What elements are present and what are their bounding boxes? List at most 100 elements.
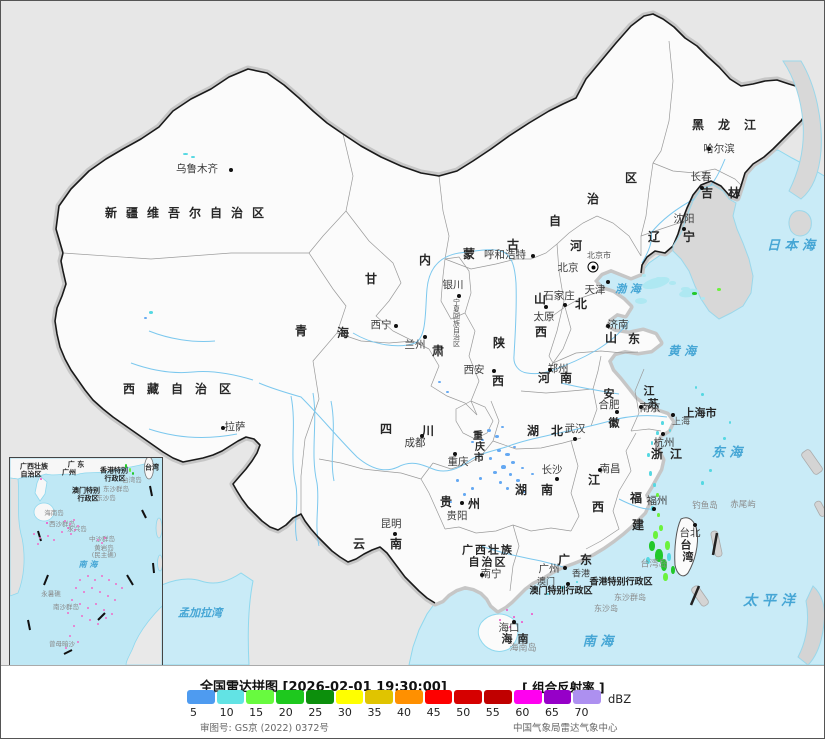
city-label: 兰州 xyxy=(404,338,426,351)
radar-echo xyxy=(669,429,671,432)
island-dot xyxy=(101,542,103,544)
city-label: 澳门 xyxy=(536,577,556,588)
map-label: 海 xyxy=(336,326,350,340)
sea-label: 南 海 xyxy=(78,560,98,569)
map-label: 新疆维吾尔自治区 xyxy=(104,206,274,220)
colorbar-segment xyxy=(216,690,245,704)
radar-echo xyxy=(546,593,549,595)
radar-echo xyxy=(489,457,492,460)
colorbar-tick: 30 xyxy=(337,706,352,719)
map-label: 东沙群岛 xyxy=(103,484,129,493)
map-label: 市 xyxy=(474,453,484,464)
island-dot xyxy=(69,635,71,637)
map-label: 上海 xyxy=(671,417,691,428)
map-label: 西 xyxy=(534,325,548,339)
city-marker xyxy=(671,413,675,417)
radar-echo xyxy=(647,453,650,457)
map-label: 南 xyxy=(540,483,554,497)
map-label: 建 xyxy=(631,518,645,532)
radar-echo xyxy=(531,613,533,615)
radar-echo xyxy=(653,483,656,487)
city-marker xyxy=(480,573,484,577)
japan-arc xyxy=(782,60,822,200)
island-dot xyxy=(77,525,79,527)
map-label: 区 xyxy=(624,171,638,185)
china-radar-map: 黑龙江吉林辽宁内蒙古自治区新疆维吾尔自治区 西藏自治区青海甘肃宁夏回族自治区陕西山… xyxy=(1,1,824,665)
radar-echo xyxy=(576,581,578,583)
map-label: 福 xyxy=(629,491,643,505)
city-marker xyxy=(573,437,577,441)
city-label: 哈尔滨 xyxy=(703,142,735,155)
radar-echo xyxy=(511,461,515,464)
dbz-colorbar xyxy=(187,690,602,704)
radar-echo xyxy=(531,473,534,475)
island-dot xyxy=(65,647,67,649)
island-dot xyxy=(71,599,73,601)
radar-echo-layer xyxy=(1,1,824,665)
colorbar-segment xyxy=(335,690,364,704)
city-marker xyxy=(512,620,516,624)
radar-echo xyxy=(191,156,195,158)
radar-echo xyxy=(523,491,526,493)
hainan-island xyxy=(477,613,519,652)
colorbar-tick: 5 xyxy=(190,706,197,719)
colorbar-tick: 45 xyxy=(426,706,441,719)
radar-echo xyxy=(509,626,511,628)
city-label: 合肥 xyxy=(598,398,620,411)
luzon xyxy=(797,585,824,665)
island-dot xyxy=(83,591,85,593)
city-label: 长春 xyxy=(690,170,712,183)
city-marker xyxy=(598,468,602,472)
map-label: 永兴岛 xyxy=(67,524,87,533)
map-label: 黑龙江 xyxy=(691,118,771,132)
map-label: 澳门特别 xyxy=(72,486,100,495)
inset-philippines-1 xyxy=(155,517,162,539)
city-marker xyxy=(229,168,233,172)
map-label: 重 xyxy=(473,431,483,442)
inset-philippines-2 xyxy=(157,554,162,572)
map-label: 南 xyxy=(559,371,573,385)
island-dot xyxy=(73,625,75,627)
map-label: 江 xyxy=(669,447,683,461)
map-label-layer: 黑龙江吉林辽宁内蒙古自治区新疆维吾尔自治区 西藏自治区青海甘肃宁夏回族自治区陕西山… xyxy=(1,1,824,665)
island-dot xyxy=(37,543,39,545)
city-label: 南宁 xyxy=(480,567,502,580)
radar-echo xyxy=(438,381,441,383)
radar-echo xyxy=(701,297,705,300)
island-dot xyxy=(67,527,69,529)
map-label: 湖 xyxy=(526,424,540,438)
colorbar-segment xyxy=(573,690,602,704)
radar-echo xyxy=(129,468,131,472)
city-label: 太原 xyxy=(533,310,555,323)
map-label: 治 xyxy=(586,192,600,206)
island-dot xyxy=(53,539,55,541)
city-label: 沈阳 xyxy=(673,212,695,225)
map-label: 上海市 xyxy=(683,406,717,420)
island-dot xyxy=(105,617,107,619)
island-dot xyxy=(114,599,116,601)
colorbar-tick: 10 xyxy=(219,706,234,719)
city-marker xyxy=(566,582,570,586)
island-dot xyxy=(103,609,105,611)
map-label: 西沙群岛 xyxy=(49,519,75,528)
city-marker xyxy=(453,452,457,456)
city-label: 福州 xyxy=(646,494,668,507)
inset-hainan xyxy=(33,502,55,522)
radar-echo xyxy=(125,464,127,468)
map-label: 香港特别行政区 xyxy=(589,577,653,588)
island-dot xyxy=(87,607,89,609)
city-label: 西宁 xyxy=(370,318,392,331)
radar-echo xyxy=(651,441,653,445)
map-label: 庆 xyxy=(475,442,485,453)
radar-echo xyxy=(463,493,466,496)
radar-echo xyxy=(493,471,497,474)
radar-echo xyxy=(497,449,501,452)
city-marker xyxy=(606,324,610,328)
map-label: (民主礁) xyxy=(91,550,117,559)
city-marker xyxy=(639,405,643,409)
china-landmass xyxy=(55,14,809,610)
radar-echo xyxy=(663,573,668,581)
map-label: 四 xyxy=(379,422,393,436)
island-dot xyxy=(108,579,110,581)
map-label: 河 xyxy=(569,239,583,253)
